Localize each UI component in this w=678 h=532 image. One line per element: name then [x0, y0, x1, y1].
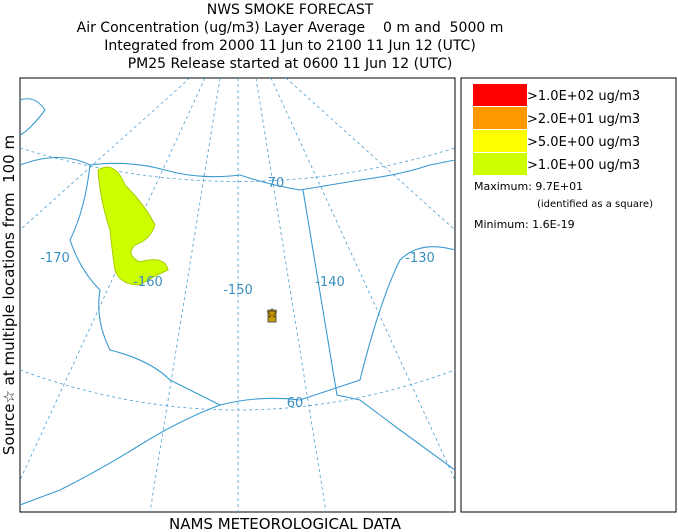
title: NWS SMOKE FORECAST	[207, 2, 374, 18]
maximum: Maximum: 9.7E+01	[474, 180, 583, 193]
coastline	[69, 164, 221, 406]
meridian	[20, 78, 191, 231]
border	[302, 189, 455, 471]
coastline	[20, 98, 46, 136]
meridian	[255, 78, 327, 512]
graticule-label: -130	[405, 251, 435, 266]
subtitle: Integrated from 2000 11 Jun to 2100 11 J…	[104, 38, 476, 54]
graticule-label: 60	[287, 396, 304, 411]
smoke-plume	[97, 166, 169, 286]
legend: >1.0E+02 ug/m3 >2.0E+01 ug/m3 >5.0E+00 ug/…	[473, 84, 640, 175]
meridian	[149, 78, 221, 512]
legend-label: >1.0E+00 ug/m3	[527, 158, 640, 173]
subtitle: Air Concentration (ug/m3) Layer Average …	[77, 20, 504, 36]
max-note: (identified as a square)	[537, 199, 653, 210]
graticule-label: -140	[315, 275, 345, 290]
legend-swatch	[473, 153, 527, 175]
legend-label: >5.0E+00 ug/m3	[527, 135, 640, 150]
coastline	[20, 246, 455, 506]
meridian	[270, 78, 455, 481]
legend-swatch	[473, 107, 527, 129]
minimum: Minimum: 1.6E-19	[474, 218, 575, 231]
map: ☆ -170 -160 -150 -140 -130 70 60	[19, 77, 456, 513]
source-star: ☆	[266, 306, 279, 322]
graticule-label: -160	[133, 275, 163, 290]
coastline	[20, 157, 455, 191]
graticule-label: -170	[40, 251, 70, 266]
legend-label: >1.0E+02 ug/m3	[527, 89, 640, 104]
graticule-label: 70	[268, 176, 285, 191]
graticule-label: -150	[223, 283, 253, 298]
legend-frame	[460, 77, 677, 513]
meridian	[20, 78, 206, 481]
legend-label: >2.0E+01 ug/m3	[527, 112, 640, 127]
footer: NAMS METEOROLOGICAL DATA	[169, 515, 402, 532]
subtitle: PM25 Release started at 0600 11 Jun 12 (…	[128, 56, 453, 72]
legend-swatch	[473, 130, 527, 152]
map-frame	[19, 77, 456, 513]
side-label: Source☆ at multiple locations from 100 m	[0, 135, 18, 455]
parallel	[20, 147, 455, 182]
meridian	[285, 78, 455, 231]
legend-swatch	[473, 84, 527, 106]
smoke-max	[267, 309, 277, 323]
